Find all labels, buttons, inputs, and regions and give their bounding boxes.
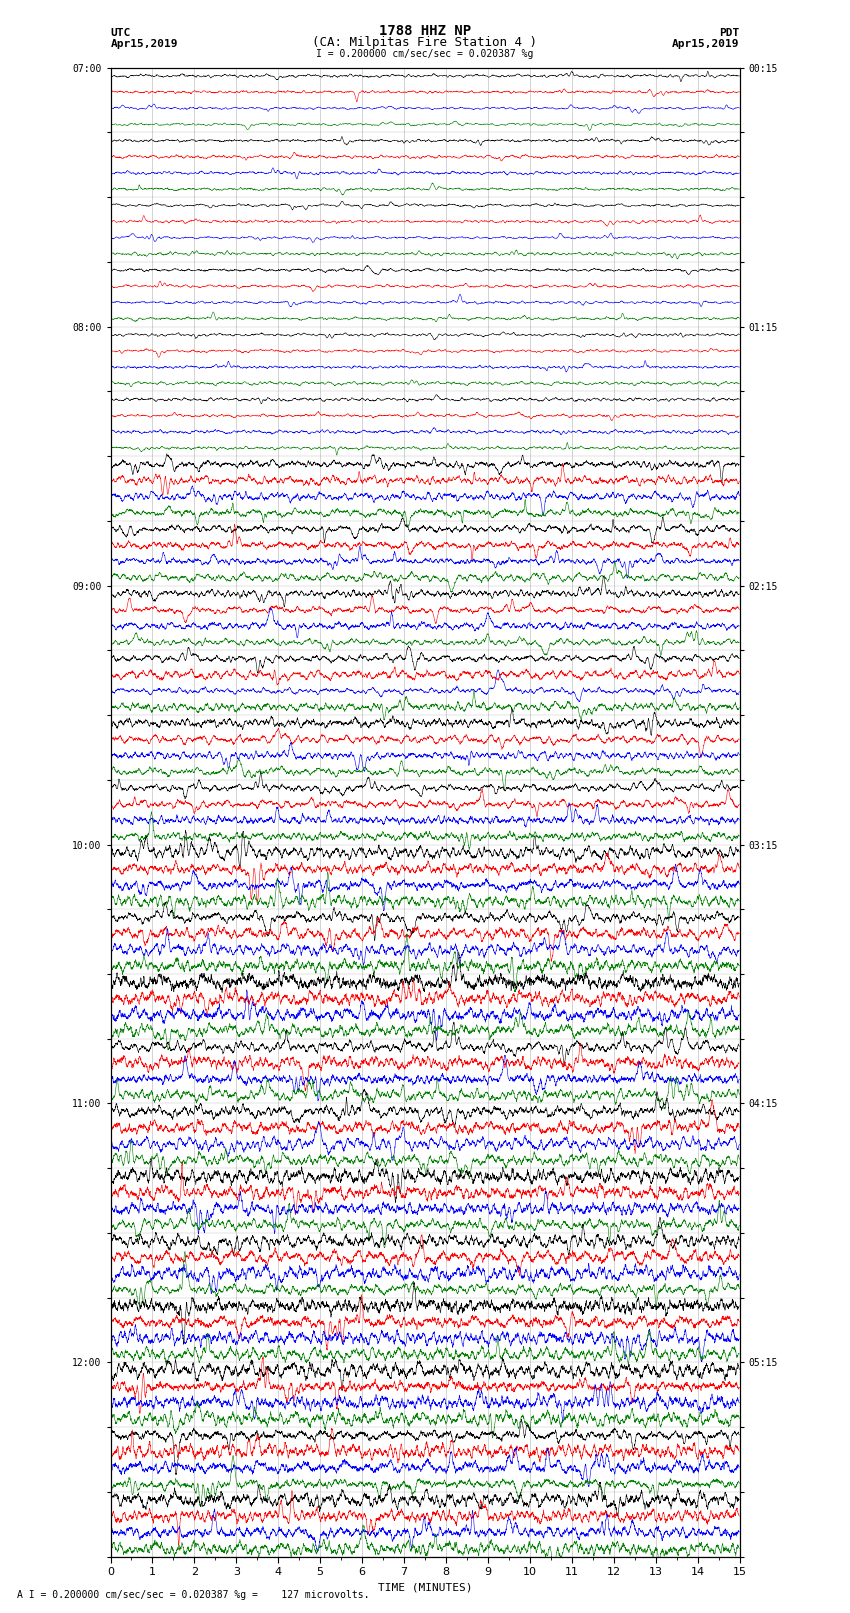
Text: Apr15,2019: Apr15,2019 <box>672 39 740 50</box>
Text: A I = 0.200000 cm/sec/sec = 0.020387 %g =    127 microvolts.: A I = 0.200000 cm/sec/sec = 0.020387 %g … <box>17 1590 370 1600</box>
Text: (CA: Milpitas Fire Station 4 ): (CA: Milpitas Fire Station 4 ) <box>313 35 537 50</box>
X-axis label: TIME (MINUTES): TIME (MINUTES) <box>377 1582 473 1592</box>
Text: PDT: PDT <box>719 27 740 37</box>
Text: 1788 HHZ NP: 1788 HHZ NP <box>379 24 471 37</box>
Text: UTC: UTC <box>110 27 131 37</box>
Text: Apr15,2019: Apr15,2019 <box>110 39 178 50</box>
Text: I = 0.200000 cm/sec/sec = 0.020387 %g: I = 0.200000 cm/sec/sec = 0.020387 %g <box>316 48 534 58</box>
